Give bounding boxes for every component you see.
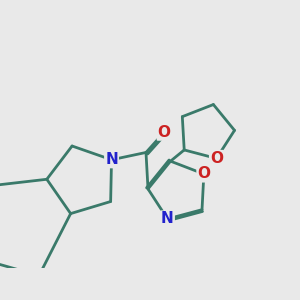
Text: O: O <box>158 125 171 140</box>
Text: O: O <box>197 167 210 182</box>
Text: N: N <box>161 212 174 226</box>
Text: O: O <box>210 151 223 166</box>
Text: N: N <box>105 152 118 167</box>
